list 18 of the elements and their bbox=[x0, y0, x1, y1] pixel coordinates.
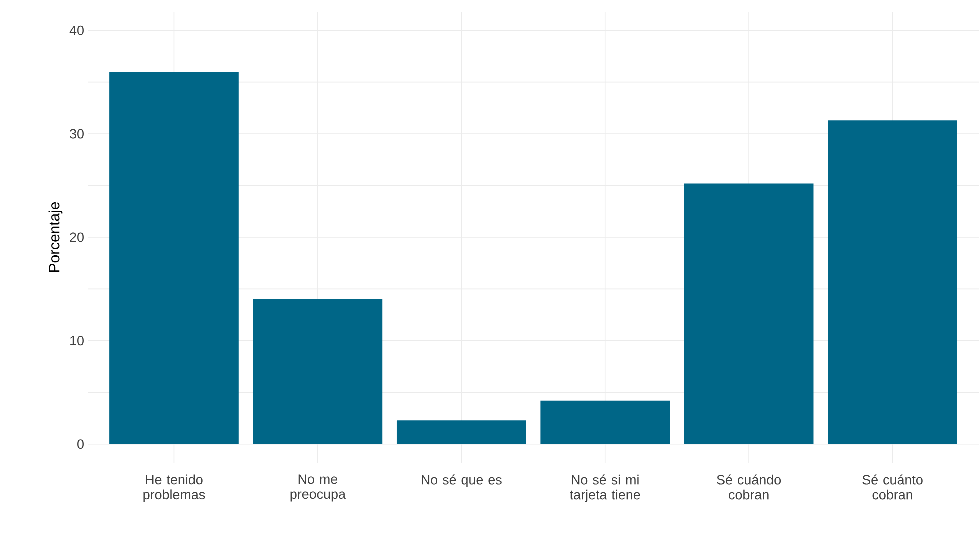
y-tick-label: 0 bbox=[78, 440, 84, 450]
x-tick-label: Sé cuándo cobran bbox=[717, 474, 782, 500]
y-tick-label: 10 bbox=[70, 336, 84, 346]
bar bbox=[540, 400, 670, 444]
bar bbox=[396, 420, 526, 444]
bar bbox=[828, 120, 958, 444]
y-axis-title: Porcentaje bbox=[48, 202, 63, 272]
y-tick-label: 30 bbox=[70, 129, 84, 139]
x-tick-label: No sé si mi tarjeta tiene bbox=[570, 474, 640, 502]
x-tick-label: No me preocupa bbox=[290, 474, 346, 502]
x-tick-label: Sé cuánto cobran bbox=[862, 474, 923, 500]
bar bbox=[110, 72, 239, 444]
bar bbox=[684, 184, 814, 444]
x-tick-label: No sé que es bbox=[422, 474, 502, 488]
y-tick-label: 20 bbox=[70, 232, 84, 242]
y-tick-label: 40 bbox=[70, 26, 84, 36]
bar bbox=[253, 300, 383, 444]
x-tick-label: He tenido problemas bbox=[144, 474, 206, 502]
